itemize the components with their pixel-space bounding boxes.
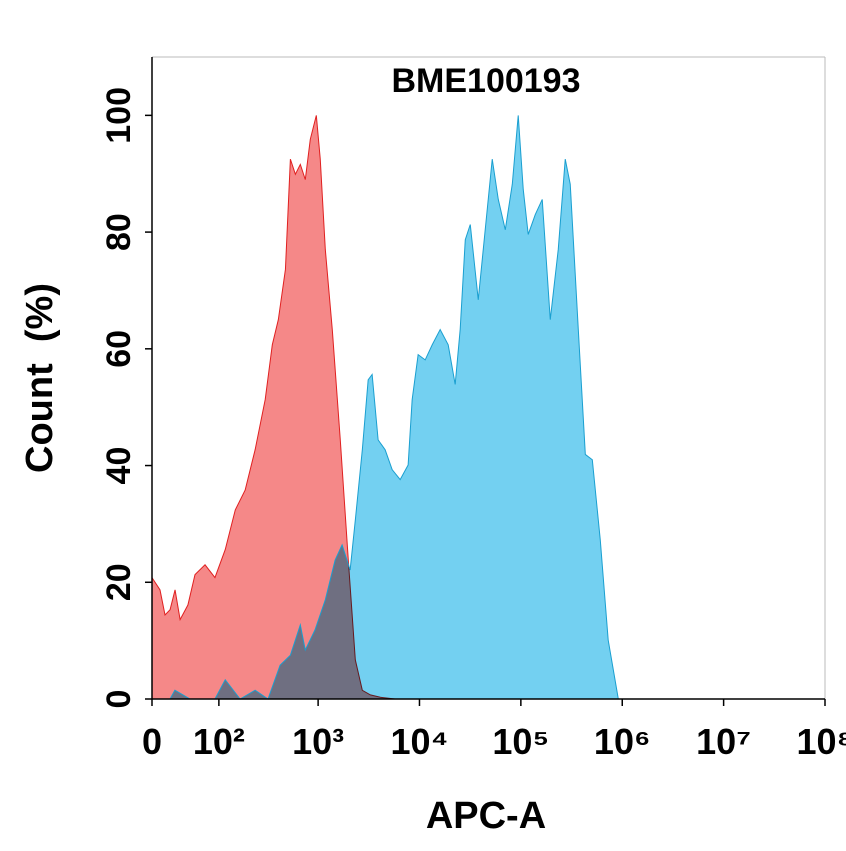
area (152, 115, 619, 699)
area-outline (151, 115, 396, 700)
x-axis-label: APC-A (426, 795, 546, 837)
x-tick-label: 0 (142, 721, 162, 762)
area-outline (152, 115, 619, 700)
y-axis-label: Count (%) (19, 283, 61, 473)
x-tick-label: 10⁵ (492, 721, 549, 762)
y-tick-label: 40 (100, 447, 138, 485)
x-tick-label: 10⁸ (796, 721, 846, 762)
y-tick-label: 0 (100, 690, 138, 709)
area (152, 115, 396, 699)
y-tick-label: 20 (100, 563, 138, 601)
x-tick-label: 10⁶ (594, 721, 651, 762)
x-tick-label: 10² (193, 721, 245, 762)
x-tick-label: 10⁴ (391, 721, 449, 762)
x-tick-label: 10⁷ (696, 721, 751, 762)
y-tick-label: 60 (100, 330, 138, 368)
chart-title: BME100193 (391, 62, 580, 100)
x-tick-label: 10³ (292, 721, 344, 762)
y-tick-label: 100 (100, 87, 138, 144)
y-tick-label: 80 (100, 213, 138, 251)
